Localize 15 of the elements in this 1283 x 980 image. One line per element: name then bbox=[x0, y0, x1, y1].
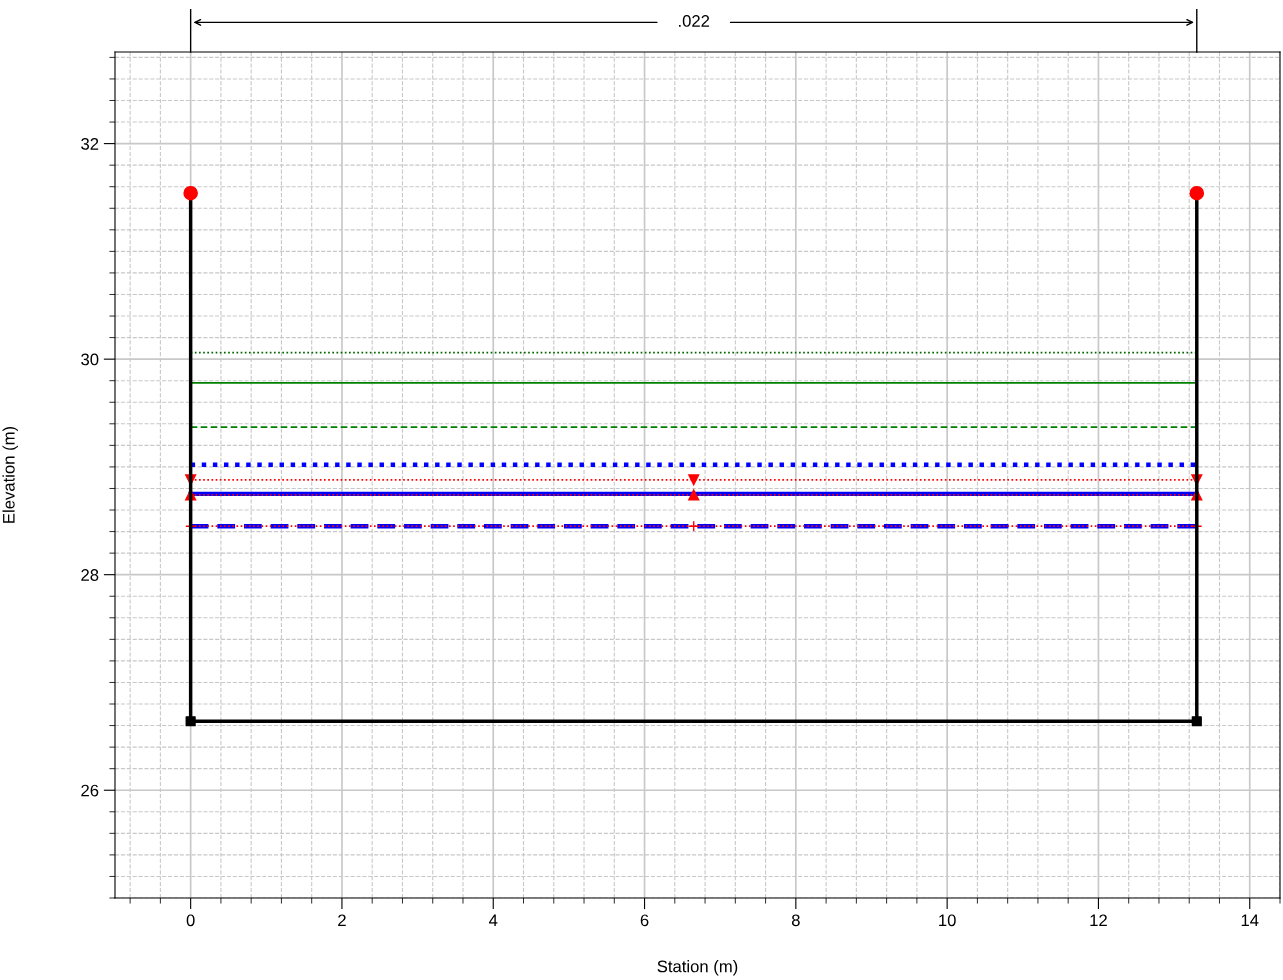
x-tick-label: 12 bbox=[1090, 914, 1107, 927]
x-tick-label: 6 bbox=[640, 914, 649, 927]
y-tick-label: 26 bbox=[81, 784, 99, 797]
y-tick-label: 30 bbox=[81, 353, 99, 366]
x-tick-label: 4 bbox=[489, 914, 498, 927]
y-tick-label: 28 bbox=[81, 569, 99, 581]
x-tick-label: 10 bbox=[939, 914, 956, 927]
x-tick-label: 8 bbox=[791, 914, 800, 927]
text: .022 bbox=[679, 15, 710, 27]
x-tick-label: 2 bbox=[338, 914, 346, 927]
x-axis-title: Station (m) bbox=[657, 960, 738, 976]
x-tick-label: 0 bbox=[186, 914, 195, 927]
x-tick-label: 14 bbox=[1241, 914, 1259, 927]
y-tick-label: 32 bbox=[81, 138, 99, 150]
y-axis-title: Elevation (m) bbox=[2, 426, 18, 523]
